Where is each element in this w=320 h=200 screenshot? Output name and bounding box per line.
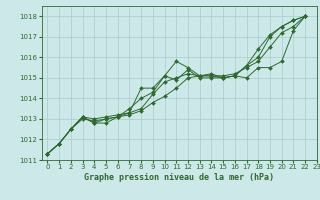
X-axis label: Graphe pression niveau de la mer (hPa): Graphe pression niveau de la mer (hPa) — [84, 173, 274, 182]
